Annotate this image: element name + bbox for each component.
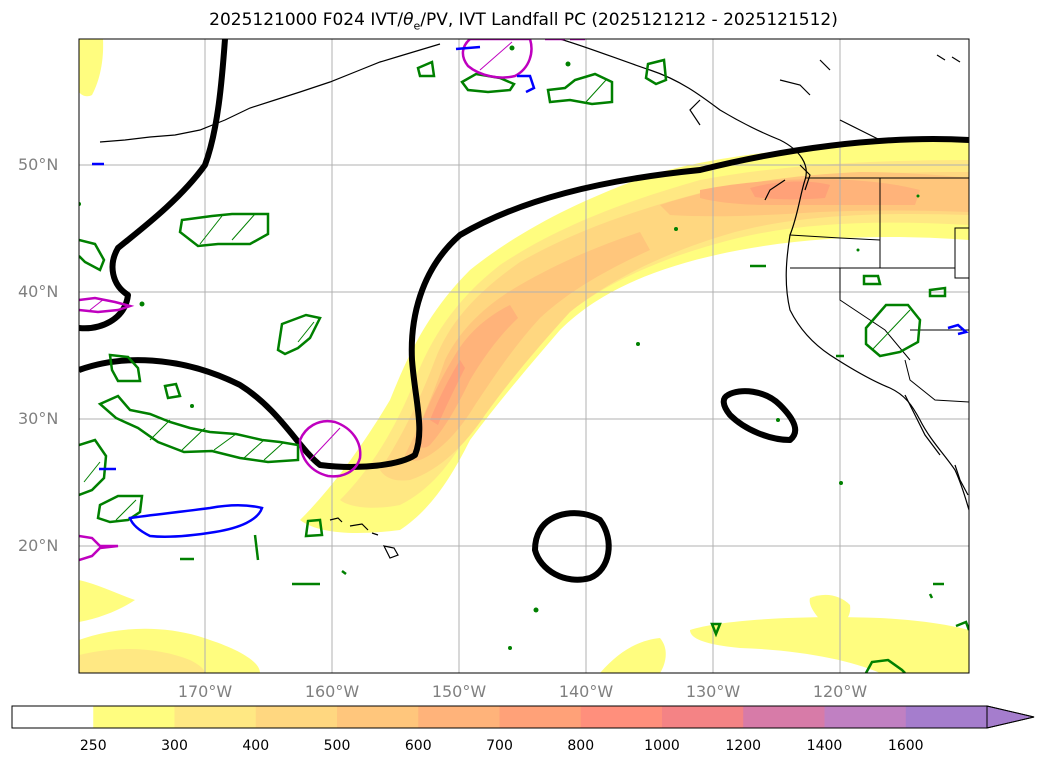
magenta-hatching (89, 41, 513, 461)
colorbar-tick-label: 1600 (887, 738, 924, 754)
colorbar-cell (12, 706, 94, 728)
colorbar-extend-arrow (986, 705, 1035, 729)
map-title: 2025121000 F024 IVT/θe/PV, IVT Landfall … (0, 10, 1047, 32)
state-borders (789, 177, 969, 403)
colorbar-tick-label: 700 (486, 738, 513, 754)
colorbar-tick-label: 800 (567, 738, 595, 754)
colorbar-tick-label: 400 (242, 738, 270, 754)
colorbar-cell (499, 706, 582, 728)
colorbar-cell (824, 706, 907, 728)
colorbar-cell (905, 706, 988, 728)
lat-label-20n: 20°N (18, 536, 59, 555)
colorbar-cell (337, 706, 419, 728)
magenta-contours (79, 39, 585, 562)
hawaiian-islands (329, 517, 399, 559)
colorbar-cell (662, 706, 744, 728)
lon-label-140w: 140°W (558, 682, 614, 701)
ivt-fill (79, 39, 969, 673)
pv-hatching (83, 79, 911, 521)
colorbar-cell (743, 706, 825, 728)
colorbar-cell (580, 706, 663, 728)
lon-label-130w: 130°W (685, 682, 741, 701)
lat-label-40n: 40°N (18, 282, 59, 301)
title-theta-sub: e (413, 19, 421, 33)
colorbar-tick-label: 300 (161, 738, 188, 754)
lat-label-30n: 30°N (18, 409, 59, 428)
pv-contours (79, 58, 969, 673)
colorbar-tick-label: 250 (79, 738, 107, 754)
colorbar-tick-label: 1200 (725, 738, 762, 754)
colorbar-cell (93, 706, 175, 728)
lon-label-120w: 120°W (812, 682, 868, 701)
colorbar-tick-label: 500 (323, 738, 351, 754)
colorbar-tick-label: 600 (404, 738, 432, 754)
colorbar-cell (255, 706, 338, 728)
title-theta: θ (403, 10, 414, 30)
colorbar-tick-label: 1000 (644, 738, 680, 754)
lon-label-170w: 170°W (177, 682, 233, 701)
colorbar-tick-label: 1400 (806, 738, 843, 754)
colorbar-cells (12, 706, 988, 728)
colorbar-outline (11, 705, 1035, 729)
colorbar-cell (418, 706, 500, 728)
lon-label-160w: 160°W (304, 682, 360, 701)
title-suffix: /PV, IVT Landfall PC (2025121212 - 20251… (420, 10, 838, 30)
title-prefix: 2025121000 F024 IVT/ (209, 10, 404, 30)
lon-label-150w: 150°W (431, 682, 487, 701)
lat-label-50n: 50°N (18, 155, 59, 174)
pv-dots (79, 45, 920, 650)
coastline (99, 39, 969, 511)
colorbar (11, 705, 1035, 729)
blue-contours (92, 45, 969, 539)
colorbar-cell (174, 706, 257, 728)
map-frame (78, 38, 970, 674)
